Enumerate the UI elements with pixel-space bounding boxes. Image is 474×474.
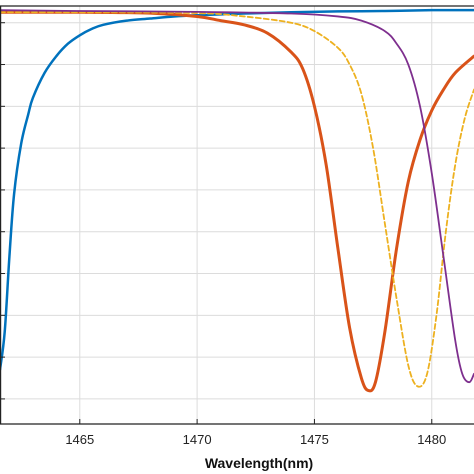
- series-line-3: [0, 11, 474, 388]
- x-tick-label: 1475: [300, 432, 329, 447]
- x-tick-label: 1465: [65, 432, 94, 447]
- tick-labels: 1465 1470 1475 1480: [65, 432, 446, 447]
- axes: [0, 5, 474, 425]
- x-axis-label: Wavelength(nm): [205, 455, 313, 471]
- series-lines: [0, 8, 474, 393]
- series-line-2: [0, 10, 474, 393]
- x-tick-label: 1480: [417, 432, 446, 447]
- series-line-1: [0, 8, 474, 371]
- x-tick-label: 1470: [183, 432, 212, 447]
- series-line-4: [0, 9, 474, 384]
